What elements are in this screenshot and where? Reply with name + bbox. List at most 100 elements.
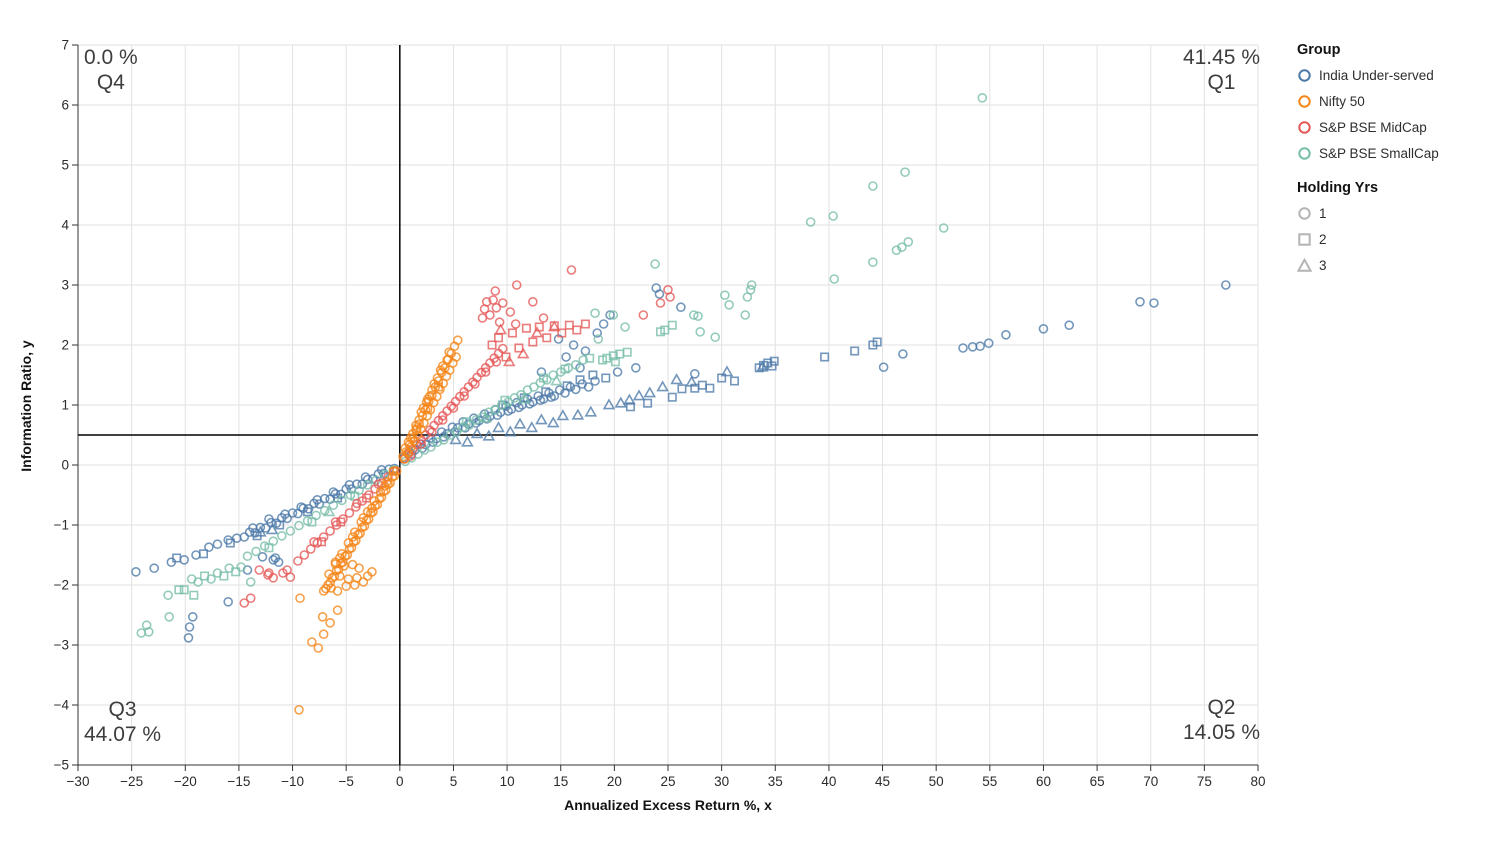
- data-point: [223, 535, 233, 545]
- data-point: [561, 352, 571, 362]
- data-point: [299, 550, 310, 560]
- data-point: [524, 398, 535, 409]
- y-tick-label: 3: [61, 278, 69, 293]
- legend-shape-item-0: 1: [1297, 200, 1485, 226]
- data-point: [263, 569, 273, 580]
- data-point: [293, 556, 303, 566]
- legend-shape-label: 3: [1319, 257, 1327, 273]
- data-point: [174, 585, 184, 595]
- data-point: [285, 526, 296, 536]
- data-point: [358, 512, 369, 523]
- data-point: [490, 404, 501, 415]
- data-point: [136, 628, 147, 638]
- y-tick-label: −5: [54, 758, 69, 773]
- data-point: [720, 365, 734, 377]
- data-point: [239, 598, 250, 608]
- data-point: [470, 379, 480, 389]
- data-point: [200, 571, 210, 581]
- data-point: [828, 211, 839, 221]
- legend-shape-title: Holding Yrs: [1297, 180, 1379, 196]
- data-point: [444, 347, 454, 358]
- data-point: [560, 364, 570, 374]
- data-point: [677, 384, 687, 394]
- legend-group-label: Nifty 50: [1319, 93, 1365, 109]
- data-point: [184, 622, 195, 632]
- data-point: [189, 590, 199, 600]
- quadrant-q4-value: 0.0 %: [84, 46, 138, 69]
- data-point: [199, 549, 209, 559]
- data-point: [347, 532, 358, 542]
- data-point: [141, 620, 152, 631]
- x-tick-label: 55: [982, 774, 997, 789]
- data-point: [688, 310, 699, 320]
- data-point: [590, 376, 600, 386]
- data-point: [163, 590, 173, 601]
- data-point: [580, 319, 590, 329]
- data-point: [388, 466, 399, 476]
- y-tick-label: −4: [54, 698, 70, 713]
- data-point: [448, 403, 459, 413]
- data-point: [245, 593, 256, 604]
- data-point: [451, 352, 461, 362]
- data-point: [528, 296, 538, 307]
- data-point: [334, 571, 345, 581]
- data-point: [224, 563, 235, 574]
- data-point: [376, 492, 387, 503]
- data-point: [490, 286, 501, 296]
- series-nifty-50: [294, 335, 463, 715]
- data-point: [585, 353, 595, 363]
- data-point: [294, 520, 304, 531]
- circle-icon: [1298, 206, 1311, 220]
- data-point: [268, 554, 279, 565]
- data-point: [622, 347, 632, 357]
- series-s-p-bse-midcap: [239, 265, 675, 608]
- data-point: [608, 310, 619, 320]
- data-point: [938, 223, 949, 233]
- data-point: [497, 298, 508, 308]
- x-tick-label: −5: [338, 774, 353, 789]
- data-point: [550, 374, 563, 386]
- data-point: [614, 396, 628, 408]
- data-point: [452, 335, 463, 346]
- data-point: [212, 539, 223, 550]
- x-tick-label: 20: [607, 774, 622, 789]
- data-point: [530, 326, 544, 338]
- data-point: [459, 391, 469, 401]
- data-point: [511, 280, 522, 290]
- legend-group-item-2: S&P BSE MidCap: [1297, 114, 1485, 140]
- data-point: [273, 557, 284, 568]
- data-point: [426, 442, 436, 452]
- quadrant-q1-value: 41.45 %: [1182, 46, 1260, 69]
- x-tick-label: −10: [281, 774, 304, 789]
- data-point: [307, 637, 317, 647]
- x-tick-label: 70: [1143, 774, 1158, 789]
- data-point: [295, 593, 305, 604]
- data-point: [428, 437, 438, 448]
- data-point: [536, 367, 547, 377]
- y-tick-label: 6: [61, 98, 69, 113]
- data-point: [330, 557, 341, 568]
- data-point: [578, 355, 589, 365]
- data-point: [516, 347, 530, 359]
- data-point: [187, 611, 198, 622]
- x-tick-label: 65: [1090, 774, 1105, 789]
- data-point: [1038, 323, 1049, 334]
- quadrant-q1-name: Q1: [1207, 70, 1236, 94]
- circle-icon: [1298, 146, 1311, 160]
- data-point: [433, 382, 443, 392]
- legend-shape-label: 2: [1319, 231, 1327, 247]
- quadrant-q3-label: Q3 44.07 %: [84, 698, 161, 748]
- data-point: [480, 367, 491, 377]
- data-point: [344, 508, 355, 518]
- data-point: [538, 313, 549, 323]
- data-point: [294, 704, 304, 715]
- legend-shape-label: 1: [1319, 205, 1327, 221]
- quadrant-q1-label: 41.45 % Q1: [1183, 46, 1260, 96]
- data-point: [608, 351, 618, 361]
- data-point: [318, 532, 329, 542]
- data-point: [660, 325, 670, 335]
- data-point: [1221, 280, 1231, 290]
- x-tick-label: 60: [1036, 774, 1051, 789]
- data-point: [223, 596, 233, 607]
- data-point: [632, 389, 646, 401]
